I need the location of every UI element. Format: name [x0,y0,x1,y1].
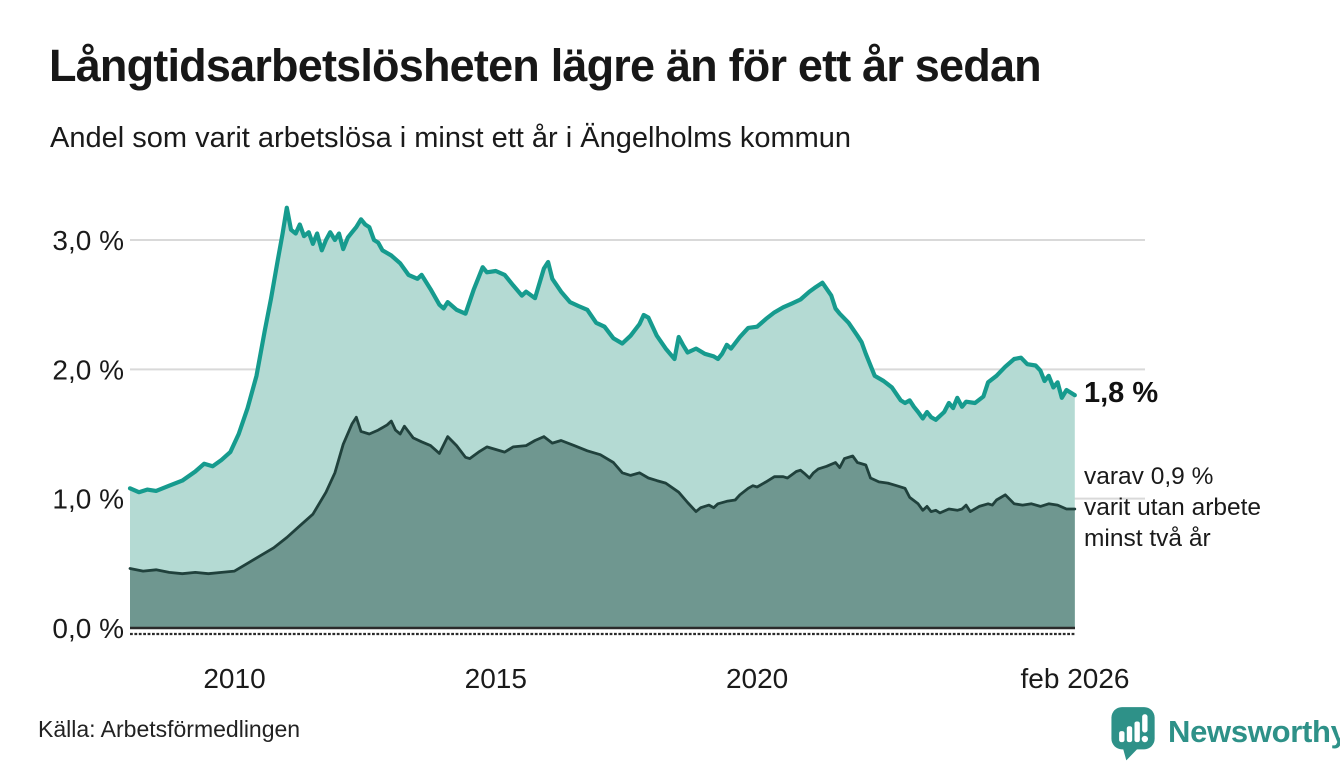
page-title: Långtidsarbetslösheten lägre än för ett … [49,40,1042,91]
series-line-min-two-years [128,415,1077,576]
y-tick-label: 1,0 % [52,484,124,515]
series-area-min-two-years [130,417,1075,628]
source-attribution: Källa: Arbetsförmedlingen [38,716,301,742]
x-tick-label: 2015 [465,663,527,694]
newsworthy-logo: Newsworthy [1110,705,1340,761]
x-tick-label: 2010 [203,663,265,694]
chart-subtitle: Andel som varit arbetslösa i minst ett å… [50,122,852,154]
newsworthy-wordmark: Newsworthy [1168,714,1340,749]
x-tick-label: 2020 [726,663,788,694]
y-tick-label: 3,0 % [52,225,124,256]
y-tick-label: 0,0 % [52,613,124,644]
secondary-annotation-line: minst två år [1084,525,1211,552]
secondary-annotation-line: varav 0,9 % [1084,463,1214,490]
x-tick-label: feb 2026 [1021,663,1130,694]
newsworthy-bubble-chart-icon [1111,707,1155,761]
y-tick-label: 2,0 % [52,354,124,385]
secondary-series-annotation: varav 0,9 % varit utan arbete minst två … [1084,461,1261,554]
series-line-min-one-year [127,205,1077,495]
secondary-annotation-line: varit utan arbete [1084,494,1262,521]
latest-value-annotation: 1,8 % [1084,377,1159,409]
